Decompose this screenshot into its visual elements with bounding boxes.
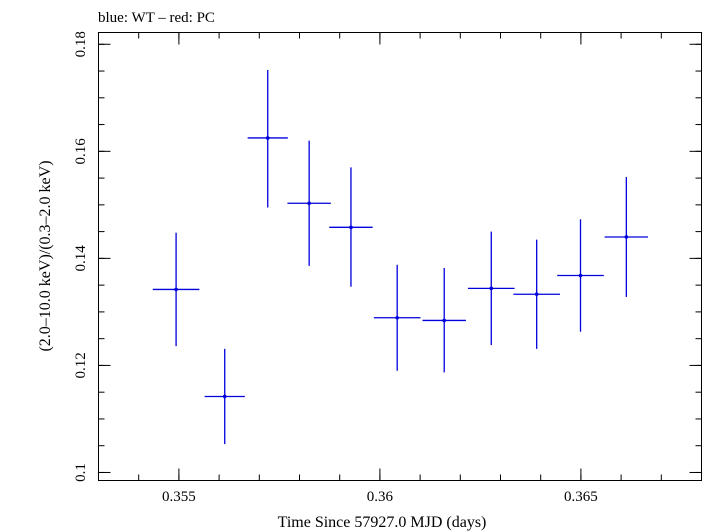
x-axis-label: Time Since 57927.0 MJD (days) bbox=[278, 514, 487, 531]
data-point bbox=[489, 286, 494, 291]
y-tick-label: 0.1 bbox=[73, 463, 89, 482]
y-tick-label: 0.12 bbox=[73, 352, 89, 378]
data-point bbox=[578, 273, 583, 278]
data-point bbox=[265, 136, 270, 140]
chart-title: blue: WT – red: PC bbox=[98, 10, 215, 26]
axis-ticks bbox=[98, 32, 702, 481]
series-wt bbox=[152, 69, 649, 445]
plot-frame bbox=[98, 32, 702, 481]
data-point bbox=[395, 315, 399, 320]
y-tick-label: 0.18 bbox=[73, 31, 89, 57]
x-tick-label: 0.36 bbox=[367, 489, 394, 505]
data-point bbox=[624, 235, 629, 239]
y-tick-label: 0.16 bbox=[73, 138, 89, 165]
data-point bbox=[174, 287, 178, 292]
data-point bbox=[349, 225, 353, 230]
data-point bbox=[222, 394, 227, 399]
data-point bbox=[534, 292, 539, 297]
y-tick-label: 0.14 bbox=[73, 245, 89, 272]
data-point bbox=[442, 318, 447, 323]
data-point bbox=[307, 201, 311, 206]
x-tick-labels: 0.355 0.36 0.365 bbox=[162, 489, 598, 505]
x-tick-label: 0.365 bbox=[564, 489, 598, 505]
x-tick-label: 0.355 bbox=[162, 489, 196, 505]
data-series bbox=[152, 69, 649, 445]
y-axis-label: (2.0–10.0 keV)/(0.3–2.0 keV) bbox=[37, 160, 54, 351]
y-tick-labels: 0.1 0.12 0.14 0.16 0.18 bbox=[73, 31, 89, 482]
